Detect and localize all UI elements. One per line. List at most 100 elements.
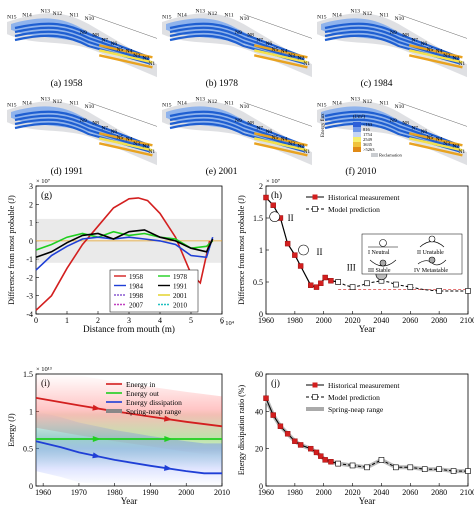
data-point-prediction (436, 466, 442, 473)
node-label: N11 (69, 101, 79, 107)
data-point-prediction (364, 464, 370, 471)
data-point-prediction (465, 288, 471, 294)
map-panel-label: (a) 1958 (51, 78, 83, 89)
node-label: N15 (162, 102, 172, 108)
direction-arrow (92, 435, 101, 442)
x-tick-label: 2100 (460, 316, 474, 325)
node-label: N12 (208, 99, 218, 105)
legend-entry: Reclamation (379, 153, 402, 158)
data-point-prediction (436, 288, 442, 294)
y-tick-label: 1 (259, 246, 263, 255)
y-tick-label: -2 (26, 273, 33, 282)
map-divider-line (243, 102, 313, 127)
node-label: N14 (177, 101, 187, 107)
node-label: N1 (458, 61, 465, 67)
flux-channel-high (98, 54, 153, 69)
flux-channel-high (98, 49, 153, 64)
node-label: N13 (41, 96, 51, 102)
x-tick-label: 2040 (373, 316, 389, 325)
node-label: N12 (363, 99, 373, 105)
flux-channel (14, 114, 150, 149)
legend-entry: 2010 (173, 302, 188, 310)
node-label: N4 (126, 137, 133, 143)
flux-channel-high (253, 132, 308, 147)
node-label: N10 (395, 104, 405, 110)
series-line-1958 (35, 197, 211, 311)
x-tick-label: 2 (96, 316, 100, 325)
flux-channel-high (253, 49, 308, 64)
data-point-historical (297, 263, 304, 269)
legend-entry: Historical measurement (328, 193, 400, 202)
flux-channel (14, 122, 150, 153)
stage-label: II (317, 247, 323, 257)
x-tick-label: 2060 (402, 488, 418, 497)
node-label: N15 (317, 102, 327, 108)
legend-entry: 1754 (363, 132, 373, 137)
flux-channel-high (98, 137, 153, 152)
node-label: N6 (110, 41, 117, 47)
data-point-historical (270, 412, 276, 418)
y-tick-label: 2 (259, 182, 263, 191)
legend-swatch (312, 394, 318, 400)
data-point-historical (328, 278, 334, 284)
node-label: N13 (196, 96, 206, 102)
stability-legend-entry: IV Metastable (414, 268, 448, 274)
flux-channel (169, 118, 305, 151)
legend-entry: Spring-neap range (126, 407, 182, 416)
node-label: N5 (117, 135, 124, 141)
y-tick-label: 1 (29, 219, 33, 228)
node-label: N1 (148, 149, 155, 155)
node-label: N8 (402, 120, 409, 126)
data-point-historical (292, 252, 298, 258)
data-point-historical (313, 449, 320, 456)
node-label: N9 (235, 118, 242, 124)
flux-channel (324, 30, 460, 63)
node-label: N2 (142, 144, 149, 150)
node-label: N7 (256, 126, 263, 132)
node-label: N2 (452, 56, 459, 62)
data-point-historical (284, 240, 291, 247)
node-label: N6 (265, 41, 272, 47)
stage-label: II (288, 213, 294, 223)
node-label: N10 (240, 16, 250, 22)
legend-entry: Historical measurement (328, 381, 400, 390)
node-label: N1 (148, 61, 155, 67)
direction-arrow (163, 415, 173, 422)
node-label: N2 (452, 144, 459, 150)
legend-swatch (312, 194, 318, 200)
node-label: N12 (208, 11, 218, 17)
y-axis-label: Energy (J) (7, 413, 16, 447)
y-tick-label: 0 (29, 482, 33, 491)
node-label: N10 (85, 104, 95, 110)
x-tick-label: 1960 (35, 488, 51, 497)
legend-entry: 1998 (129, 292, 144, 300)
node-label: N8 (247, 32, 254, 38)
x-axis-label: Year (359, 496, 376, 506)
legend-entry: 1984 (129, 283, 144, 291)
data-point-historical (308, 445, 314, 452)
y-tick-label: 2 (29, 200, 33, 209)
data-point-historical (284, 431, 291, 437)
node-label: N3 (288, 141, 295, 147)
x-axis-label: Year (121, 496, 138, 506)
map-divider-line (88, 102, 158, 127)
legend-entry: 3635 (363, 142, 373, 147)
legend-entry: Energy out (126, 389, 160, 398)
legend-swatch (353, 122, 361, 127)
flux-channel-high (98, 132, 153, 147)
flux-channel-high (253, 137, 308, 152)
y-exponent: × 10⁷ (266, 178, 280, 185)
stability-icon (379, 259, 387, 267)
node-label: N3 (133, 141, 140, 147)
y-tick-label: 0 (29, 237, 33, 246)
node-label: N4 (436, 137, 443, 143)
legend-unit: (J/m²) (353, 114, 365, 120)
x-tick-label: 2000 (178, 488, 194, 497)
data-point-prediction (393, 464, 399, 471)
node-label: N10 (240, 104, 250, 110)
node-label: N3 (133, 53, 140, 59)
node-label: N9 (235, 30, 242, 36)
node-label: N2 (297, 56, 304, 62)
